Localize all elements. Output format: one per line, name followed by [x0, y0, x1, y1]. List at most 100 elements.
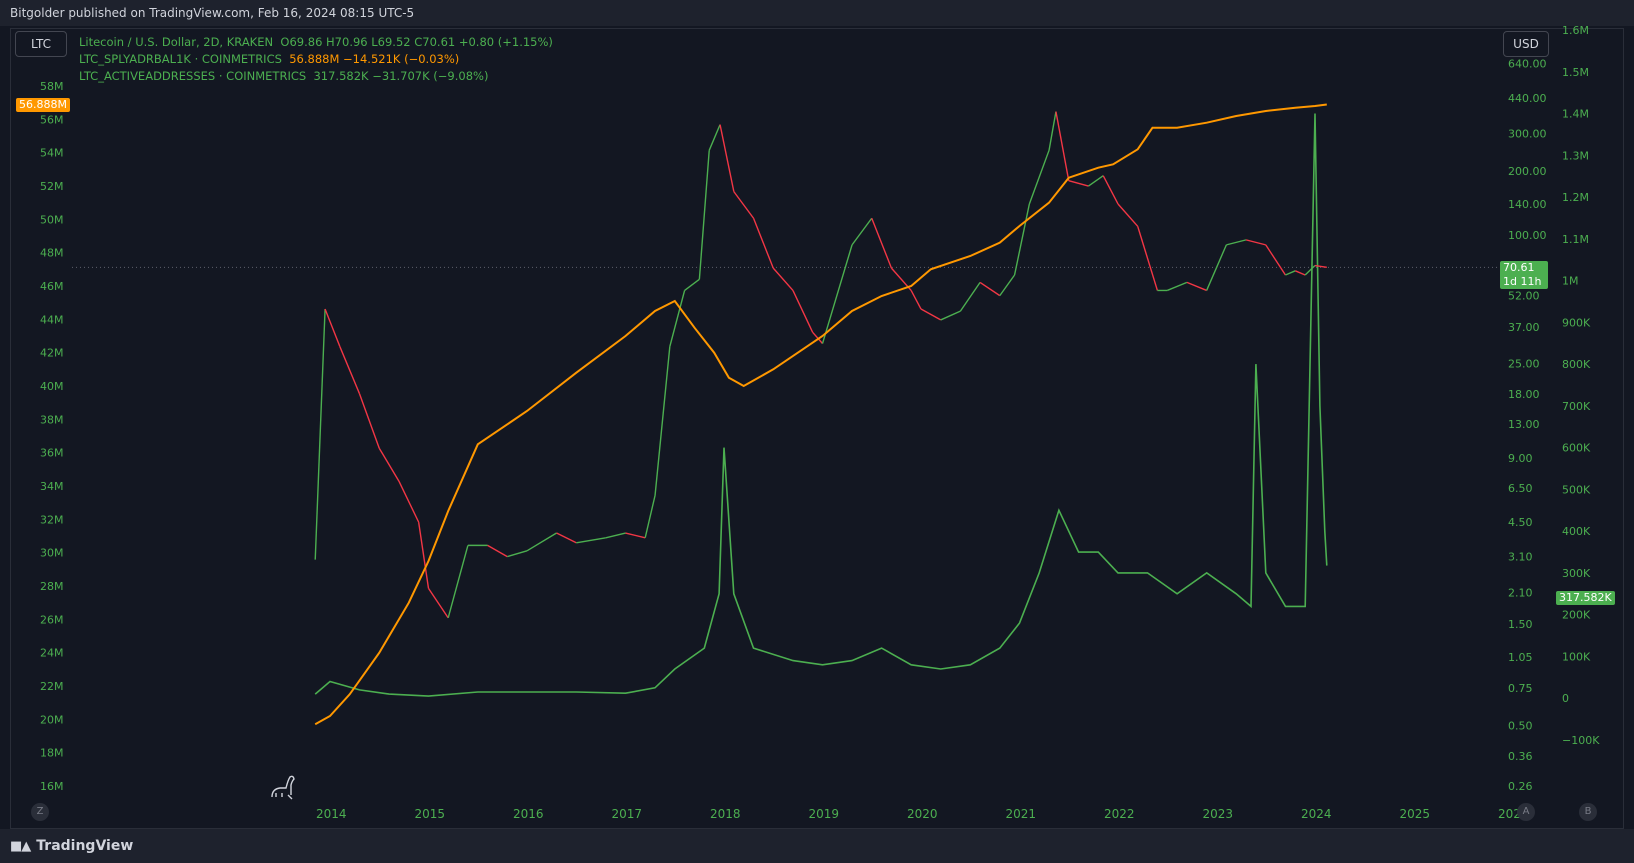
symbol-button[interactable]: LTC	[15, 31, 67, 57]
price-axis-tick: 300.00	[1508, 127, 1547, 140]
right-axis-tick: 0	[1562, 692, 1569, 705]
chart-panel[interactable]	[10, 28, 1624, 829]
left-axis-tick: 44M	[40, 313, 64, 326]
supply-badge: 56.888M	[16, 98, 70, 112]
price-segment	[605, 532, 626, 539]
right-axis-tick: 300K	[1562, 567, 1591, 580]
price-segment	[1166, 281, 1188, 292]
right-axis-tick: 100K	[1562, 650, 1591, 663]
right-axis-tick: 1.5M	[1562, 66, 1589, 79]
price-segment	[398, 480, 420, 523]
right-axis-tick: 1.2M	[1562, 191, 1589, 204]
price-segment	[358, 393, 380, 449]
footer-bar	[0, 829, 1634, 863]
left-axis-tick: 52M	[40, 180, 64, 193]
price-axis-tick: 1.50	[1508, 618, 1533, 631]
left-axis-tick: 56M	[40, 113, 64, 126]
price-axis-tick: 440.00	[1508, 92, 1547, 105]
price-segment	[708, 124, 721, 151]
x-axis-tick: 2014	[316, 807, 347, 821]
price-axis-tick: 640.00	[1508, 57, 1547, 70]
price-axis-tick: 9.00	[1508, 452, 1533, 465]
price-segment	[1314, 264, 1327, 269]
legend-row-active[interactable]: LTC_ACTIVEADDRESSES · COINMETRICS 317.58…	[79, 68, 553, 85]
b-button[interactable]: B	[1579, 803, 1597, 821]
price-axis-tick: 0.36	[1508, 750, 1533, 763]
tradingview-logo-icon: ■▲	[10, 838, 31, 854]
price-axis-tick: 25.00	[1508, 357, 1540, 370]
price-segment	[719, 124, 735, 192]
price-segment	[417, 522, 430, 589]
price-segment	[507, 550, 528, 558]
price-segment	[625, 532, 646, 539]
price-axis-tick: 3.10	[1508, 551, 1533, 564]
price-segment	[1055, 111, 1070, 181]
left-axis-tick: 20M	[40, 713, 64, 726]
price-segment	[684, 278, 700, 292]
tradingview-logo[interactable]: ■▲ TradingView	[10, 838, 133, 854]
price-segment	[792, 290, 814, 333]
publisher-text: Bitgolder published on TradingView.com, …	[10, 6, 415, 20]
left-axis-tick: 58M	[40, 80, 64, 93]
price-axis-tick: 18.00	[1508, 388, 1540, 401]
x-axis-tick: 2017	[612, 807, 643, 821]
right-axis-tick: 200K	[1562, 609, 1591, 622]
active-addresses-line	[314, 113, 1328, 697]
price-segment	[772, 267, 794, 291]
price-badge: 70.61 1d 11h	[1500, 261, 1548, 289]
left-axis-tick: 24M	[40, 647, 64, 660]
price-segment	[556, 532, 577, 544]
tradingview-brand-text: TradingView	[36, 838, 134, 854]
x-axis-tick: 2021	[1006, 807, 1037, 821]
price-segment	[644, 495, 656, 538]
legend-active-value: 317.582K −31.707K (−9.08%)	[313, 69, 489, 83]
legend-supply-value: 56.888M −14.521K (−0.03%)	[289, 52, 460, 66]
price-segment	[314, 308, 326, 560]
price-segment	[1285, 270, 1296, 276]
x-axis-tick: 2024	[1301, 807, 1332, 821]
price-axis-tick: 100.00	[1508, 229, 1547, 242]
right-axis-tick: 1.1M	[1562, 233, 1589, 246]
price-segment	[851, 217, 873, 246]
supply-line	[314, 103, 1327, 726]
left-axis-tick: 26M	[40, 613, 64, 626]
active-badge: 317.582K	[1556, 591, 1615, 605]
price-axis-tick: 13.00	[1508, 418, 1540, 431]
price-axis-tick: 4.50	[1508, 516, 1533, 529]
price-axis-tick: 200.00	[1508, 165, 1547, 178]
legend-row-supply[interactable]: LTC_SPLYADRBAL1K · COINMETRICS 56.888M −…	[79, 51, 553, 68]
price-segment	[871, 217, 893, 269]
price-segment	[1028, 150, 1050, 205]
left-axis-tick: 30M	[40, 547, 64, 560]
price-axis-tick: 140.00	[1508, 198, 1547, 211]
price-segment	[1102, 175, 1119, 205]
x-axis-tick: 2020	[907, 807, 938, 821]
x-axis-tick: 2022	[1104, 807, 1135, 821]
right-axis-tick: 600K	[1562, 442, 1591, 455]
price-segment	[654, 346, 671, 496]
right-axis-tick: 1.4M	[1562, 108, 1589, 121]
legend: Litecoin / U.S. Dollar, 2D, KRAKEN O69.8…	[79, 34, 553, 85]
price-segment	[427, 587, 449, 619]
currency-button[interactable]: USD	[1503, 31, 1549, 57]
right-axis-tick: 500K	[1562, 483, 1591, 496]
price-segment	[1048, 111, 1057, 151]
price-badge-countdown: 1d 11h	[1503, 275, 1542, 288]
price-segment	[378, 447, 400, 482]
left-axis-tick: 50M	[40, 213, 64, 226]
a-button[interactable]: A	[1517, 803, 1535, 821]
right-axis-tick: 800K	[1562, 358, 1591, 371]
price-segment	[940, 310, 961, 321]
price-segment	[821, 244, 853, 344]
legend-row-price[interactable]: Litecoin / U.S. Dollar, 2D, KRAKEN O69.8…	[79, 34, 553, 51]
x-axis-tick: 2025	[1400, 807, 1431, 821]
price-segment	[910, 290, 922, 310]
z-button[interactable]: Z	[31, 803, 49, 821]
price-segment	[999, 274, 1016, 297]
left-axis-tick: 40M	[40, 380, 64, 393]
left-axis-tick: 42M	[40, 347, 64, 360]
price-badge-value: 70.61	[1503, 261, 1535, 274]
right-axis-tick: 700K	[1562, 400, 1591, 413]
right-axis-tick: 1M	[1562, 275, 1579, 288]
